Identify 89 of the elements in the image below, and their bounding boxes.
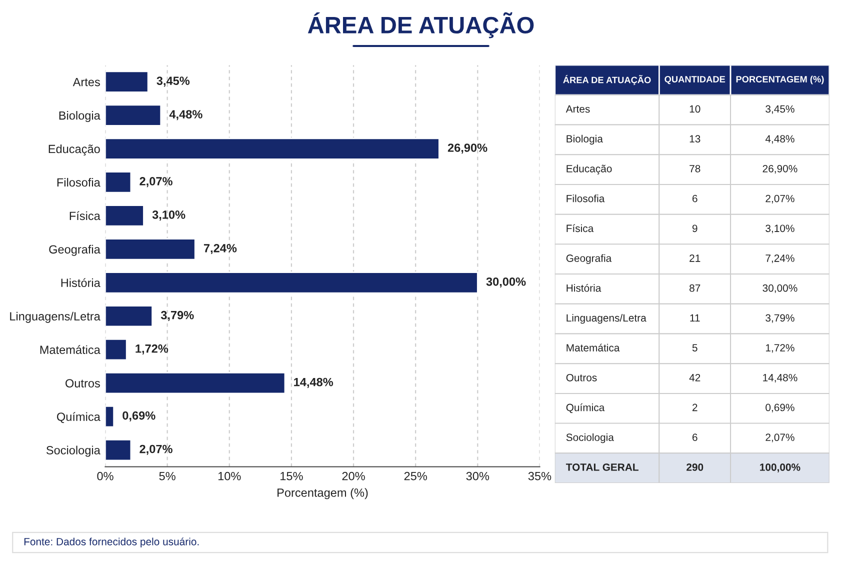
category-label: TOTAL GERAL xyxy=(566,464,638,471)
text: 14,48% xyxy=(763,374,798,383)
x-tick-label: 0% xyxy=(97,472,114,480)
category-label: Outros xyxy=(566,374,597,382)
data-label: 4,48% xyxy=(169,110,202,120)
text: 290 xyxy=(686,464,704,471)
category-label: Educação xyxy=(566,164,612,174)
y-tick-label: Biologia xyxy=(59,111,100,122)
chart-title: ÁREA DE ATUAÇÃO xyxy=(308,12,534,38)
text: 0,69% xyxy=(766,404,794,412)
text: 21 xyxy=(690,254,700,262)
bar xyxy=(105,238,196,260)
bar xyxy=(105,138,440,160)
data-label: 7,24% xyxy=(204,244,237,254)
text: 11 xyxy=(690,314,700,322)
x-tick-label: 5% xyxy=(159,472,176,480)
y-tick-label: Sociologia xyxy=(46,446,100,457)
text: 78 xyxy=(690,164,700,172)
data-label: 1,72% xyxy=(136,344,168,354)
y-tick-label: Linguagens/Letra xyxy=(10,312,100,323)
data-label: 0,69% xyxy=(122,411,156,422)
bar xyxy=(105,272,478,294)
text: 2,07% xyxy=(766,434,794,442)
data-label: 3,10% xyxy=(152,210,186,221)
bar xyxy=(105,104,162,126)
x-tick-label: 35% xyxy=(528,472,552,480)
y-tick-label: Artes xyxy=(72,78,100,86)
text: 9 xyxy=(692,224,698,232)
x-axis-title: Porcentagem (%) xyxy=(278,488,368,500)
bar xyxy=(105,305,153,328)
bar xyxy=(105,405,115,428)
category-label: História xyxy=(566,284,602,292)
text: 26,90% xyxy=(762,164,798,174)
y-tick-label: Outros xyxy=(66,379,100,388)
source-note: Fonte: Dados fornecidos pelo usuário. xyxy=(24,538,199,548)
text: 6 xyxy=(692,194,698,202)
text: 7,24% xyxy=(766,254,794,264)
category-label: Geografia xyxy=(566,254,612,264)
text: 4,48% xyxy=(765,135,794,144)
category-label: Matemática xyxy=(566,344,620,352)
text: 2 xyxy=(692,404,698,412)
y-tick-label: Matemática xyxy=(40,345,100,354)
data-label: 3,79% xyxy=(160,310,194,322)
text: ÁREA DE ATUAÇÃO xyxy=(563,74,651,86)
text: 100,00% xyxy=(760,464,800,472)
text: 42 xyxy=(689,374,700,382)
category-label: Linguagens/Letra xyxy=(566,314,646,324)
category-label: Artes xyxy=(566,105,590,113)
x-tick-label: 25% xyxy=(404,472,427,480)
category-label: QUANTIDADE xyxy=(664,76,726,84)
text: 13 xyxy=(690,135,700,143)
y-tick-label: Geografia xyxy=(49,244,100,256)
text: 87 xyxy=(690,284,700,292)
bar xyxy=(105,338,128,361)
x-tick-label: 20% xyxy=(342,472,365,480)
y-tick-label: História xyxy=(61,278,100,288)
bar xyxy=(105,372,286,394)
data-label: 30,00% xyxy=(486,277,526,288)
data-label: 26,90% xyxy=(448,144,488,154)
category-label: Sociologia xyxy=(566,433,614,444)
text: 10 xyxy=(690,105,700,113)
y-tick-label: Educação xyxy=(48,144,100,156)
data-label: 14,48% xyxy=(294,378,334,388)
data-label: 3,45% xyxy=(156,76,190,87)
data-label: 2,07% xyxy=(140,177,172,188)
x-tick-label: 15% xyxy=(280,472,303,480)
category-label: Filosofia xyxy=(566,194,605,202)
text: 30,00% xyxy=(762,284,798,293)
y-tick-label: Física xyxy=(70,211,100,220)
bar xyxy=(105,204,144,227)
y-tick-label: Química xyxy=(56,412,100,424)
text: 3,79% xyxy=(766,314,794,323)
category-label: Química xyxy=(566,403,605,414)
category-label: Física xyxy=(566,224,594,232)
x-tick-label: 30% xyxy=(466,472,490,480)
text: 2,07% xyxy=(766,194,794,204)
text: 1,72% xyxy=(766,344,794,353)
text: 3,10% xyxy=(766,224,794,234)
bar xyxy=(105,70,149,93)
text: 6 xyxy=(692,434,698,442)
data-label: 2,07% xyxy=(140,444,172,455)
bar xyxy=(105,171,132,194)
bar xyxy=(105,438,132,462)
text: 5 xyxy=(692,344,698,352)
category-label: PORCENTAGEM (%) xyxy=(736,76,824,84)
x-tick-label: 10% xyxy=(218,472,241,480)
category-label: Biologia xyxy=(566,134,603,145)
y-tick-label: Filosofia xyxy=(57,178,100,187)
text: 3,45% xyxy=(766,105,794,114)
